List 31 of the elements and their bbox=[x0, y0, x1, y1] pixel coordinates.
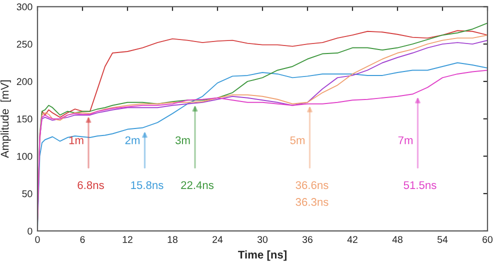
annotation: 51.5ns bbox=[404, 181, 436, 190]
text: 7m bbox=[398, 136, 413, 144]
y-tick-label: 150 bbox=[17, 116, 32, 122]
annotation: 36.3ns bbox=[296, 198, 328, 206]
x-tick-label: 36 bbox=[302, 236, 312, 243]
text: 5m bbox=[290, 136, 305, 144]
annotation: 15.8ns bbox=[131, 181, 164, 190]
x-tick-label: 42 bbox=[347, 236, 358, 243]
text: 3m bbox=[175, 136, 190, 144]
annotation: 22.4ns bbox=[181, 181, 214, 190]
y-tick-label: 100 bbox=[17, 152, 32, 160]
legend-label: 2m bbox=[125, 136, 140, 144]
annotation: 6.8ns bbox=[78, 181, 104, 190]
y-tick-label: 0 bbox=[28, 228, 32, 235]
x-tick-label: 48 bbox=[392, 236, 402, 243]
series-label: 1m bbox=[69, 136, 84, 144]
x-tick-label: 30 bbox=[257, 236, 268, 243]
x-tick-label: 24 bbox=[212, 236, 223, 243]
y-tick-label: 200 bbox=[16, 78, 32, 86]
x-tick-label: 0 bbox=[35, 236, 40, 243]
y-tick-label: 50 bbox=[22, 190, 32, 198]
y-tick-label: 250 bbox=[16, 40, 32, 48]
y-axis-title: Amplitude [mV] bbox=[0, 80, 11, 158]
y-tick-label: 300 bbox=[16, 3, 32, 10]
x-tick-label: 6 bbox=[80, 236, 85, 243]
x-tick-label: 12 bbox=[122, 236, 132, 243]
x-axis-title: Time [ns] bbox=[238, 250, 286, 261]
x-tick-label: 18 bbox=[168, 236, 178, 243]
x-tick-label: 60 bbox=[482, 236, 493, 243]
annotation: 36.6ns bbox=[296, 181, 328, 190]
x-tick-label: 54 bbox=[437, 236, 448, 243]
